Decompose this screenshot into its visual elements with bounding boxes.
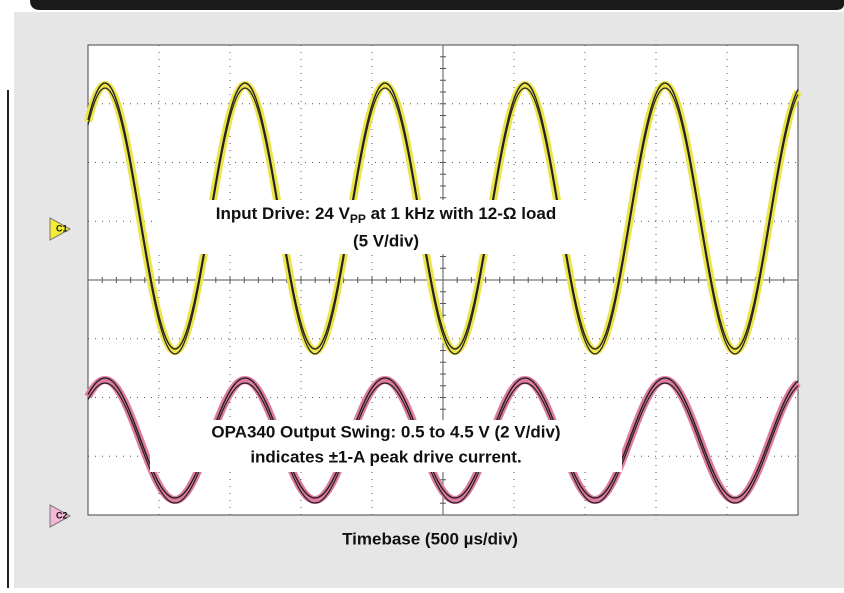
input-label: Input Drive: 24 VPP at 1 kHz with 12-Ω l… (216, 204, 556, 226)
input-text-after: at 1 kHz with 12-Ω load (366, 204, 556, 223)
c2-label: C2 (56, 510, 68, 520)
scope-figure: Input Drive: 24 VPP at 1 kHz with 12-Ω l… (0, 0, 844, 588)
input-scale: (5 V/div) (353, 231, 419, 250)
input-text: Input Drive: 24 V (216, 204, 351, 223)
input-subscript: PP (350, 212, 366, 226)
timebase-label: Timebase (500 µs/div) (342, 529, 518, 548)
c1-label: C1 (56, 223, 68, 233)
top-bar (30, 0, 844, 10)
output-label: indicates ±1-A peak drive current. (250, 447, 521, 466)
output-label: OPA340 Output Swing: 0.5 to 4.5 V (2 V/d… (211, 422, 560, 441)
